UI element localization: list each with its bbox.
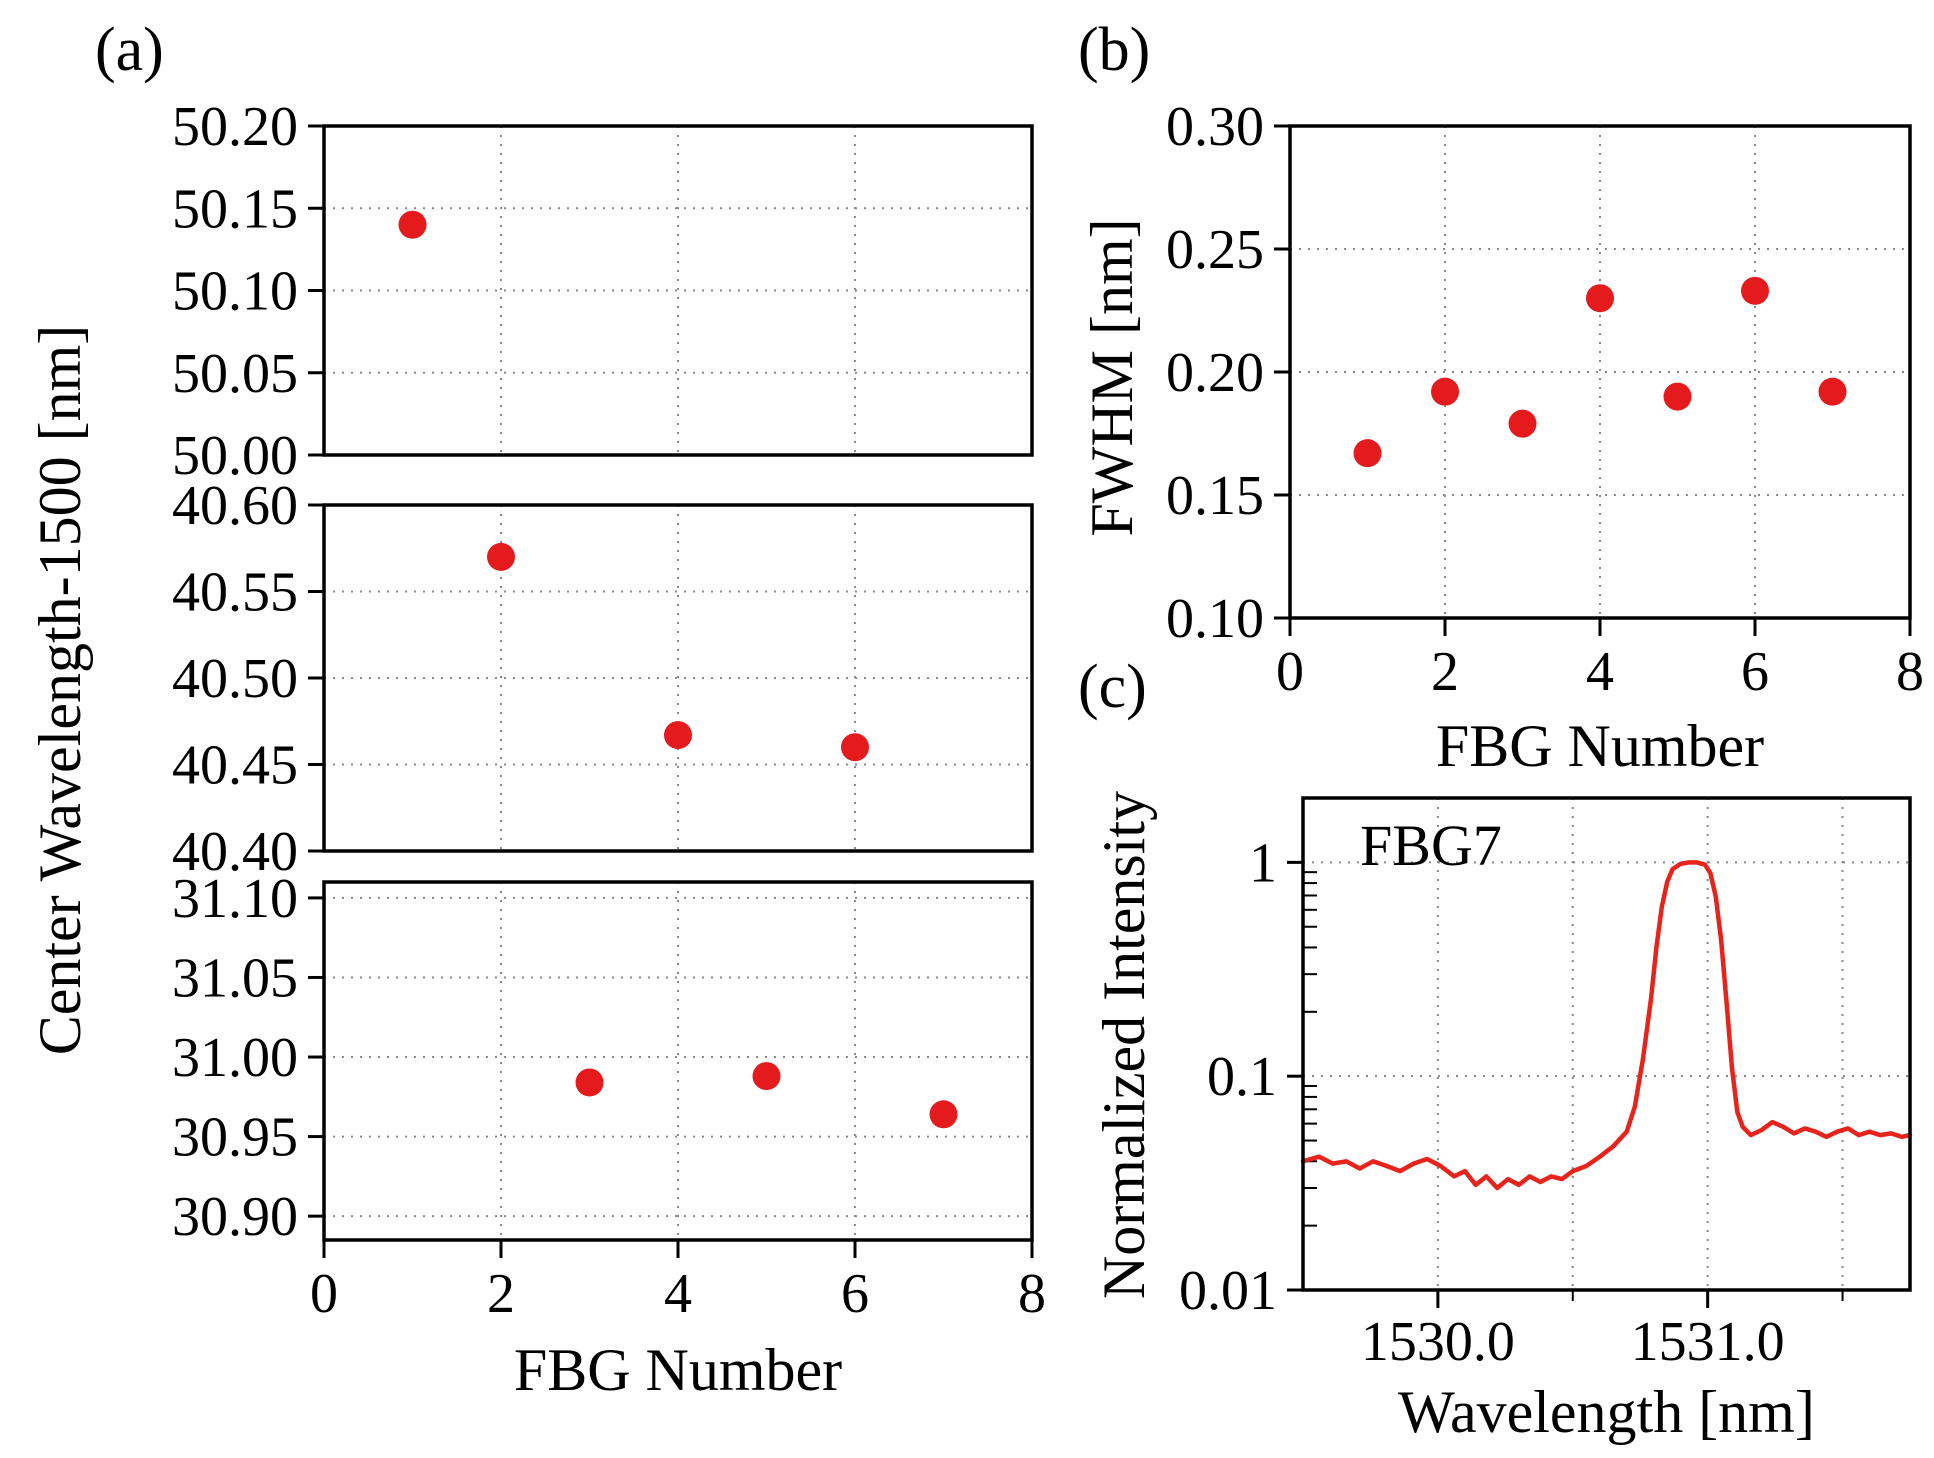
- x-tick-label: 4: [1586, 641, 1614, 703]
- data-point: [1818, 377, 1847, 406]
- data-point: [398, 210, 427, 239]
- y-tick-label: 40.55: [172, 562, 298, 624]
- data-point: [487, 542, 515, 571]
- panel-a-label: (a): [95, 16, 164, 84]
- x-tick-label: 1531.0: [1631, 1311, 1785, 1373]
- y-tick-label: 0.20: [1166, 342, 1264, 404]
- y-tick-label: 0.30: [1166, 96, 1264, 158]
- data-point: [1431, 377, 1459, 406]
- panel-b-label: (b): [1078, 16, 1151, 84]
- x-tick-label: 0: [1276, 641, 1304, 703]
- data-point: [1741, 276, 1769, 305]
- chart-c-y-axis-title: Normalized Intensity: [1091, 790, 1157, 1300]
- data-point: [1663, 382, 1692, 411]
- y-tick-label: 0.15: [1166, 465, 1264, 527]
- y-tick-label: 50.10: [172, 261, 298, 323]
- x-tick-label: 2: [487, 1263, 515, 1325]
- x-tick-label: 4: [664, 1263, 692, 1325]
- data-point: [664, 721, 692, 750]
- y-tick-label: 0.1: [1207, 1046, 1277, 1108]
- chart-b-y-axis-title: FWHM [nm]: [1079, 218, 1145, 537]
- data-point: [752, 1062, 781, 1091]
- y-tick-label: 50.15: [172, 178, 298, 240]
- x-tick-label: 6: [841, 1263, 869, 1325]
- y-tick-label: 30.90: [172, 1186, 298, 1248]
- spectrum-line: [1300, 860, 1913, 1191]
- y-tick-label: 0.01: [1179, 1260, 1277, 1322]
- y-tick-label: 1: [1249, 832, 1277, 894]
- chart-b-x-axis-title: FBG Number: [1435, 713, 1765, 779]
- data-point: [575, 1068, 604, 1097]
- y-tick-label: 31.00: [172, 1027, 298, 1089]
- x-tick-label: 0: [310, 1263, 338, 1325]
- y-tick-label: 40.60: [172, 475, 298, 537]
- data-point: [1353, 439, 1382, 468]
- y-tick-label: 0.10: [1166, 588, 1264, 650]
- chart-c-x-axis-title: Wavelength [nm]: [1398, 1379, 1815, 1445]
- panel-c-label: (c): [1078, 653, 1147, 721]
- data-point: [1508, 409, 1537, 438]
- chart-a-y-axis-title: Center Wavelength-1500 [nm]: [27, 324, 93, 1056]
- spectrum-annotation: FBG7: [1360, 813, 1502, 878]
- x-tick-label: 8: [1896, 641, 1924, 703]
- data-point: [929, 1100, 958, 1129]
- y-tick-label: 50.20: [172, 96, 298, 158]
- y-tick-label: 31.10: [172, 868, 298, 930]
- y-tick-label: 40.50: [172, 648, 298, 710]
- chart-a-x-axis-title: FBG Number: [513, 1337, 843, 1403]
- x-tick-label: 1530.0: [1361, 1311, 1515, 1373]
- data-point: [841, 733, 869, 762]
- y-tick-label: 31.05: [172, 947, 298, 1009]
- y-tick-label: 0.25: [1166, 219, 1264, 281]
- y-tick-label: 30.95: [172, 1107, 298, 1169]
- x-tick-label: 2: [1431, 641, 1459, 703]
- y-tick-label: 50.00: [172, 425, 298, 487]
- x-tick-label: 8: [1018, 1263, 1046, 1325]
- y-tick-label: 40.40: [172, 821, 298, 883]
- y-tick-label: 40.45: [172, 735, 298, 797]
- x-tick-label: 6: [1741, 641, 1769, 703]
- y-tick-label: 50.05: [172, 343, 298, 405]
- data-point: [1586, 284, 1614, 313]
